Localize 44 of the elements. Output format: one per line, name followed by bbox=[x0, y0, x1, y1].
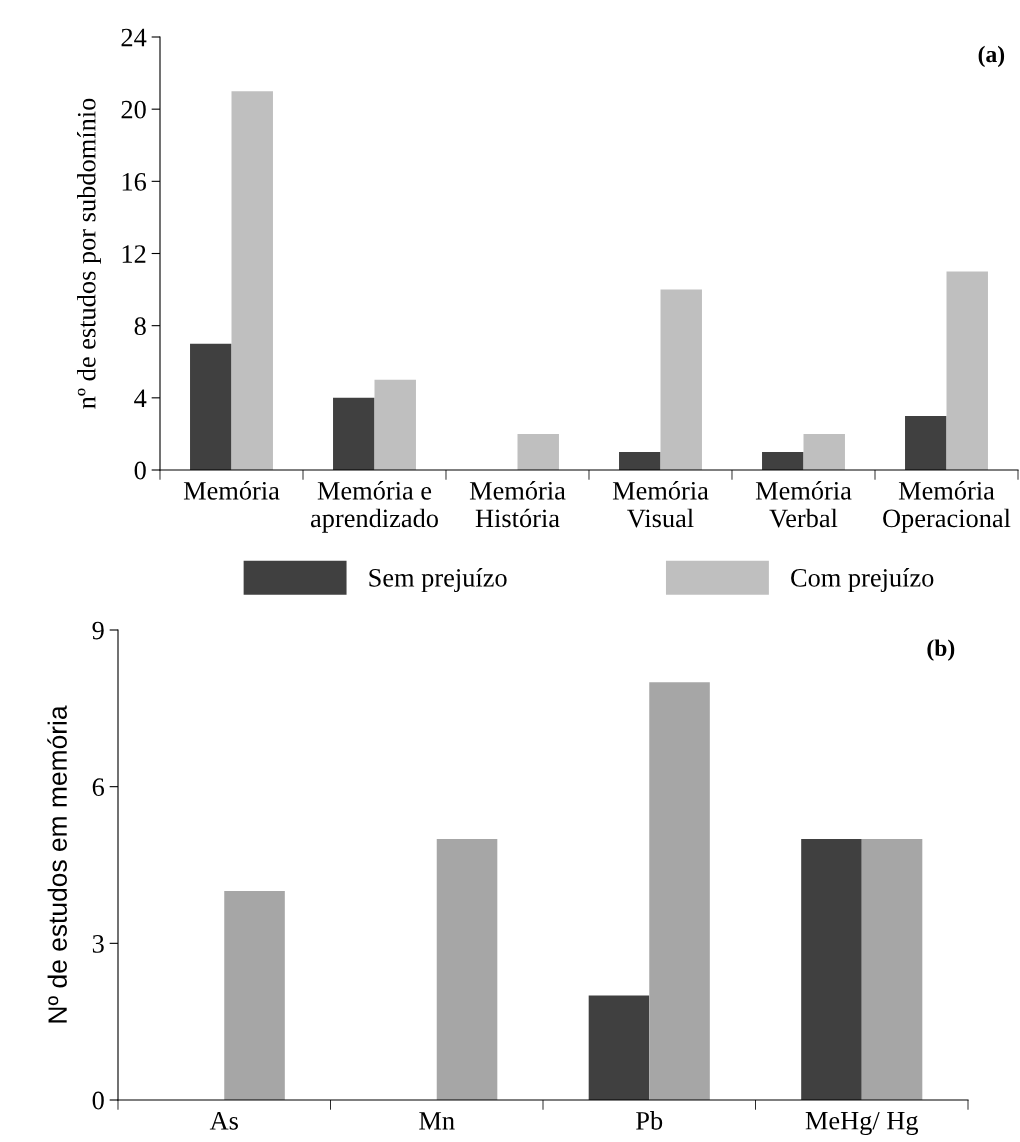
x-tick-label: Memória Operacional bbox=[883, 481, 1011, 533]
annotation: (b) bbox=[927, 639, 955, 661]
bar bbox=[190, 343, 232, 470]
legend-label: Sem prejuízo bbox=[369, 568, 507, 593]
y-tick-label: 12 bbox=[122, 245, 146, 263]
bar bbox=[801, 838, 862, 1100]
bar bbox=[333, 397, 375, 470]
bar bbox=[649, 682, 710, 1100]
bar bbox=[803, 433, 845, 470]
bar bbox=[231, 91, 273, 470]
x-tick-label: Memória bbox=[183, 481, 280, 500]
bar bbox=[946, 271, 988, 470]
y-tick-label: 20 bbox=[121, 100, 146, 119]
y-tick-label: 9 bbox=[92, 621, 104, 640]
x-tick-label: Mn bbox=[419, 1112, 455, 1130]
bar bbox=[224, 891, 285, 1100]
y-tick-label: 8 bbox=[134, 317, 146, 336]
y-tick-label: 0 bbox=[134, 461, 146, 480]
y-tick-label: 4 bbox=[134, 389, 147, 407]
bar bbox=[660, 289, 702, 470]
bar bbox=[588, 995, 650, 1100]
bar bbox=[436, 838, 498, 1100]
y-tick-label: 6 bbox=[92, 778, 105, 797]
x-tick-label: As bbox=[209, 1112, 238, 1130]
x-tick-label: Memória e aprendizado bbox=[310, 481, 438, 533]
x-tick-label: MeHg/ Hg bbox=[805, 1111, 919, 1136]
x-tick-label: Memória Visual bbox=[612, 481, 709, 528]
y-tick-label: 24 bbox=[121, 28, 147, 47]
y-axis-title: nº de estudos por subdomínio bbox=[77, 98, 101, 409]
x-tick-label: Memória Verbal bbox=[755, 481, 852, 528]
annotation: (a) bbox=[978, 45, 1005, 68]
bar bbox=[374, 379, 416, 470]
bar bbox=[517, 433, 559, 470]
bar bbox=[619, 451, 661, 470]
x-tick-label: Memória História bbox=[469, 481, 566, 528]
y-axis-title: Nº de estudos em memória bbox=[47, 705, 67, 1023]
x-tick-label: Pb bbox=[636, 1111, 663, 1130]
y-tick-label: 3 bbox=[92, 935, 104, 953]
y-tick-label: 0 bbox=[92, 1091, 104, 1110]
bar bbox=[905, 415, 947, 470]
legend-label: Com prejuízo bbox=[791, 568, 934, 593]
y-tick-label: 16 bbox=[122, 173, 147, 191]
bar bbox=[861, 838, 923, 1100]
bar bbox=[762, 451, 804, 470]
